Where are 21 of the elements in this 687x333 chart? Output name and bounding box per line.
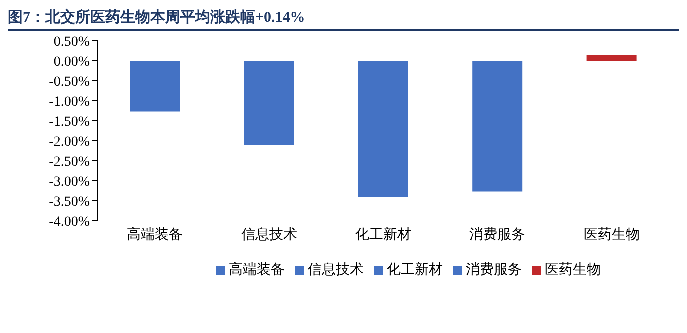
x-tick-label: 信息技术 xyxy=(241,226,298,243)
y-tick-label: -3.00% xyxy=(49,174,90,190)
y-tick-label: -2.00% xyxy=(49,134,90,150)
y-tick-label: 0.00% xyxy=(54,54,90,70)
legend-label: 化工新材 xyxy=(387,263,443,278)
y-tick-label: 0.50% xyxy=(54,34,90,50)
y-tick-label: -3.50% xyxy=(49,194,90,210)
legend-label: 消费服务 xyxy=(466,263,522,278)
y-tick-label: -1.50% xyxy=(49,114,90,130)
legend-label: 医药生物 xyxy=(545,263,601,278)
x-tick-label: 医药生物 xyxy=(584,226,640,243)
chart-title: 图7：北交所医药生物本周平均涨跌幅+0.14% xyxy=(8,8,679,31)
x-tick-label: 消费服务 xyxy=(470,226,526,243)
legend-label: 信息技术 xyxy=(308,263,364,278)
y-tick-label: -1.00% xyxy=(49,94,90,110)
x-tick-label: 化工新材 xyxy=(356,226,412,243)
legend-label: 高端装备 xyxy=(229,263,285,278)
y-tick-label: -4.00% xyxy=(49,214,90,230)
y-tick-label: -0.50% xyxy=(49,74,90,90)
y-tick-label: -2.50% xyxy=(49,154,90,170)
x-tick-label: 高端装备 xyxy=(127,226,184,243)
